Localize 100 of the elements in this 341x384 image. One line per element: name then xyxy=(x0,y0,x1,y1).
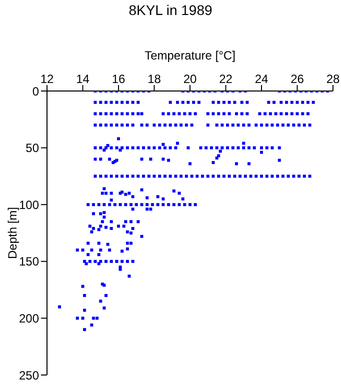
point xyxy=(140,203,144,206)
point xyxy=(254,124,258,127)
point xyxy=(190,124,194,127)
point xyxy=(102,216,106,219)
point xyxy=(212,161,215,164)
point xyxy=(292,124,296,127)
point xyxy=(233,100,236,104)
point xyxy=(290,112,294,116)
point xyxy=(140,112,144,116)
point xyxy=(146,203,149,206)
point xyxy=(131,208,134,211)
point xyxy=(260,124,263,127)
point xyxy=(247,162,250,166)
point xyxy=(228,100,231,104)
point xyxy=(156,195,160,198)
point xyxy=(220,124,224,127)
point xyxy=(99,146,102,150)
point xyxy=(301,100,304,104)
point xyxy=(99,248,102,252)
point xyxy=(126,242,129,245)
y-tick-label: 50 xyxy=(26,141,40,156)
point xyxy=(140,188,144,192)
point xyxy=(110,220,113,224)
point xyxy=(176,142,179,145)
point xyxy=(126,100,129,104)
x-axis-title: Temperature [°C] xyxy=(144,48,236,63)
point xyxy=(267,100,270,104)
point xyxy=(88,260,92,263)
y-tick-label: 0 xyxy=(32,84,40,98)
point xyxy=(86,203,90,206)
point xyxy=(217,112,220,116)
point xyxy=(183,112,186,116)
point xyxy=(172,112,176,116)
x-tick-label: 22 xyxy=(219,72,233,86)
point xyxy=(96,316,99,320)
point xyxy=(210,146,213,150)
point xyxy=(131,146,134,150)
point xyxy=(254,174,258,178)
point xyxy=(290,100,294,104)
point xyxy=(99,174,102,178)
point xyxy=(115,124,118,127)
point xyxy=(115,260,118,263)
point xyxy=(186,100,190,104)
point xyxy=(280,112,283,116)
point xyxy=(270,146,274,150)
point xyxy=(218,150,222,153)
point xyxy=(192,100,196,104)
point xyxy=(90,324,94,327)
point xyxy=(92,226,95,230)
point xyxy=(149,208,152,211)
point xyxy=(162,203,165,206)
point xyxy=(108,248,112,252)
point xyxy=(265,146,268,150)
point xyxy=(136,220,140,224)
point xyxy=(181,197,184,200)
x-tick-label: 26 xyxy=(290,72,304,86)
point xyxy=(172,203,176,206)
point xyxy=(120,260,124,263)
point xyxy=(158,146,162,150)
point xyxy=(102,187,106,190)
point xyxy=(260,146,263,150)
point xyxy=(117,224,120,228)
point xyxy=(167,158,170,162)
point xyxy=(168,174,172,178)
point xyxy=(197,100,200,104)
point xyxy=(168,146,172,150)
point xyxy=(270,174,274,178)
point xyxy=(110,146,113,150)
point xyxy=(110,124,113,127)
point xyxy=(220,146,224,150)
point xyxy=(178,192,181,195)
point xyxy=(181,100,184,104)
point xyxy=(110,112,113,116)
point xyxy=(86,242,90,245)
point xyxy=(226,124,230,127)
point xyxy=(152,174,156,178)
point xyxy=(302,124,306,127)
x-tick-label: 20 xyxy=(183,72,197,86)
point xyxy=(167,112,170,116)
point xyxy=(158,124,162,127)
y-axis-title: Depth [m] xyxy=(5,206,20,260)
point xyxy=(306,112,310,116)
point xyxy=(217,174,220,178)
point xyxy=(110,226,113,230)
point xyxy=(278,158,281,162)
point xyxy=(81,284,84,288)
point xyxy=(260,174,263,178)
point xyxy=(312,100,315,104)
point xyxy=(233,174,236,178)
point xyxy=(76,248,79,252)
point xyxy=(242,146,246,150)
point xyxy=(276,124,280,127)
point xyxy=(94,112,97,116)
point xyxy=(131,195,134,198)
point xyxy=(99,158,102,161)
point xyxy=(196,174,199,178)
point xyxy=(302,174,306,178)
point xyxy=(104,112,108,116)
point xyxy=(163,174,166,178)
point xyxy=(162,142,165,146)
